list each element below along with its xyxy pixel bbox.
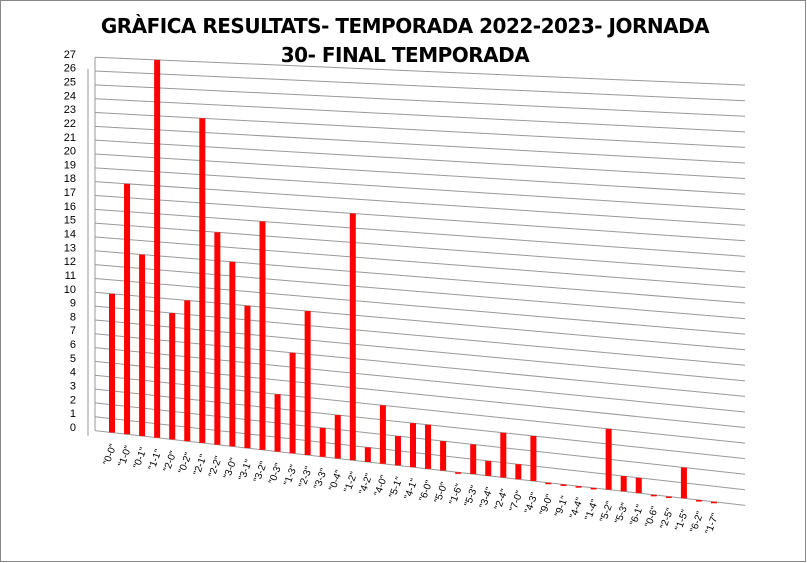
grid-line — [94, 112, 746, 148]
y-tick-label: 22 — [64, 118, 76, 130]
bar — [455, 472, 462, 474]
y-tick-label: 15 — [64, 215, 76, 227]
y-tick-label: 8 — [70, 311, 76, 323]
y-tick-label: 26 — [64, 63, 76, 75]
x-tick-label: "1-7" — [704, 512, 722, 536]
bar — [274, 394, 281, 452]
bar — [199, 118, 206, 443]
bar — [711, 501, 717, 504]
y-tick-label: 3 — [70, 380, 76, 392]
y-tick-label: 7 — [70, 325, 76, 337]
grid-line — [94, 333, 746, 397]
y-tick-label: 17 — [64, 187, 76, 199]
y-tick-label: 11 — [65, 270, 76, 282]
bar — [470, 444, 477, 475]
bar — [184, 300, 191, 442]
grid-line — [94, 208, 746, 257]
bar — [259, 221, 266, 450]
bar — [665, 496, 672, 499]
bar — [364, 447, 371, 462]
grid-line — [94, 291, 746, 351]
y-tick-label: 27 — [64, 49, 76, 61]
chart-title: GRÀFICA RESULTATS- TEMPORADA 2022-2023- … — [100, 14, 710, 67]
y-tick-label: 6 — [70, 339, 76, 351]
bar — [244, 305, 251, 449]
bar — [530, 435, 537, 481]
grid-line — [94, 402, 746, 475]
bar — [109, 293, 115, 433]
bar — [695, 500, 702, 502]
grid-line — [94, 250, 746, 304]
bar — [605, 428, 612, 490]
bar — [304, 311, 311, 456]
y-tick-label: 9 — [70, 298, 76, 310]
y-tick-label: 24 — [64, 90, 76, 102]
grid-line — [94, 222, 746, 273]
grid-line — [94, 264, 746, 320]
bar — [229, 261, 236, 447]
y-tick-label: 4 — [70, 367, 76, 379]
bar — [289, 352, 296, 454]
y-tick-label: 14 — [64, 228, 76, 240]
y-tick-label: 0 — [70, 422, 76, 434]
bar — [425, 424, 432, 469]
bar — [139, 254, 146, 436]
y-tick-label: 18 — [64, 173, 76, 185]
y-tick-label: 12 — [64, 256, 76, 268]
grid-line — [94, 416, 746, 491]
bar — [635, 477, 642, 494]
y-tick-label: 2 — [70, 394, 76, 406]
bar — [124, 183, 131, 435]
bar — [620, 476, 627, 492]
y-tick-label: 19 — [64, 159, 76, 171]
bar — [485, 460, 492, 476]
grid-line — [94, 305, 746, 366]
bar — [590, 487, 597, 490]
bar — [650, 494, 657, 497]
grid-line — [94, 98, 746, 133]
bar — [575, 486, 582, 488]
bar — [560, 484, 567, 486]
bar — [214, 232, 221, 445]
y-tick-label: 1 — [70, 408, 76, 420]
bar — [500, 432, 507, 478]
y-tick-label: 23 — [64, 104, 76, 116]
bar — [154, 59, 161, 438]
bar — [319, 427, 326, 457]
grid-line — [94, 374, 746, 444]
grid-line — [94, 347, 746, 413]
grid-line — [94, 84, 746, 117]
bar — [334, 415, 341, 459]
bar — [169, 313, 176, 440]
bar — [515, 464, 522, 480]
bar — [410, 423, 416, 468]
bar — [440, 441, 447, 471]
grid-line — [94, 388, 746, 460]
y-tick-label: 5 — [70, 353, 76, 365]
y-tick-label: 10 — [64, 284, 76, 296]
y-tick-label: 25 — [64, 77, 76, 89]
bar — [680, 467, 687, 499]
grid-line — [94, 194, 746, 242]
grid-line — [94, 139, 746, 180]
grid-line — [94, 70, 746, 102]
y-tick-label: 13 — [64, 242, 76, 254]
grid-line — [94, 277, 746, 335]
grid-line — [94, 125, 746, 164]
bar — [379, 405, 386, 464]
grid-line — [94, 56, 746, 86]
y-tick-label: 21 — [64, 132, 76, 144]
bar — [545, 482, 552, 485]
bar — [349, 213, 356, 461]
bar — [394, 436, 401, 466]
y-tick-label: 16 — [64, 201, 76, 213]
y-tick-label: 20 — [64, 146, 76, 158]
grid-line — [94, 236, 746, 288]
